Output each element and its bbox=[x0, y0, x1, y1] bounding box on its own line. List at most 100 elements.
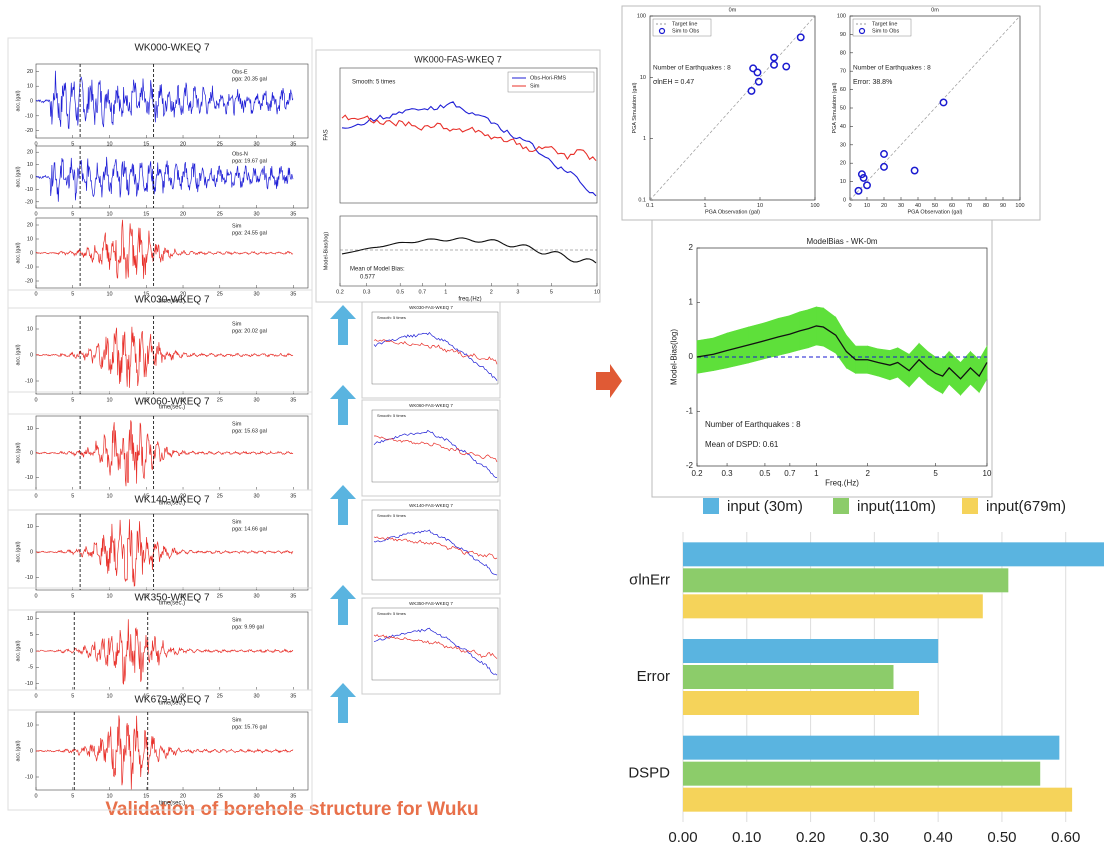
bias-value: 0.577 bbox=[360, 275, 376, 281]
x-tick-label: 35 bbox=[290, 291, 296, 297]
y-axis-label: acc.(gal) bbox=[15, 344, 21, 365]
y-tick-label: 10 bbox=[640, 75, 646, 81]
category-label: DSPD bbox=[628, 765, 670, 782]
waveform-panel bbox=[7, 391, 313, 511]
panel-title: WK000-WKEQ 7 bbox=[134, 43, 209, 54]
fas-curve bbox=[373, 435, 498, 463]
x-tick-label: 25 bbox=[217, 211, 223, 217]
x-tick-label: 5 bbox=[71, 141, 74, 147]
x-tick-label: 2 bbox=[490, 289, 493, 295]
x-axis-label: time(sec.) bbox=[159, 701, 185, 707]
chart-note: σlnEH = 0.47 bbox=[653, 79, 694, 86]
x-tick-label: 5 bbox=[71, 211, 74, 217]
y-tick-label: 0 bbox=[30, 98, 33, 104]
y-tick-label: 20 bbox=[840, 161, 846, 167]
chart-note: Number of Earthquakes : 8 bbox=[853, 65, 931, 72]
trace-label: Obs-E bbox=[232, 69, 248, 75]
y-tick-label: 90 bbox=[840, 32, 846, 38]
y-tick-label: 0 bbox=[843, 197, 846, 203]
x-tick-label: 30 bbox=[253, 793, 259, 799]
legend-label: Sim to Obs bbox=[672, 28, 699, 34]
x-axis-label: time(sec.) bbox=[159, 405, 185, 411]
x-tick-label: 5 bbox=[71, 397, 74, 403]
fas-curve bbox=[373, 529, 498, 576]
trace-label: Sim bbox=[232, 421, 242, 427]
x-tick-label: 10 bbox=[106, 397, 112, 403]
y-tick-label: 70 bbox=[840, 69, 846, 75]
waveform-trace bbox=[35, 156, 294, 202]
x-tick-label: 0 bbox=[34, 141, 37, 147]
point bbox=[910, 166, 919, 175]
legend-label: Target line bbox=[872, 21, 897, 27]
y-tick-label: 40 bbox=[840, 124, 846, 130]
point bbox=[754, 77, 763, 86]
point bbox=[880, 150, 888, 158]
panel-title: WK030-WKEQ 7 bbox=[134, 295, 209, 306]
y-tick-label: -1 bbox=[686, 407, 694, 416]
legend-label: Target line bbox=[672, 21, 697, 27]
x-tick-label: 15 bbox=[143, 141, 149, 147]
bar bbox=[683, 787, 1073, 812]
y-tick-label: 0 bbox=[30, 549, 33, 555]
legend-swatch bbox=[962, 498, 978, 514]
legend-swatch bbox=[703, 498, 719, 514]
x-tick-label: 15 bbox=[143, 693, 149, 699]
x-tick-label: 5 bbox=[933, 469, 938, 478]
x-tick-label: 15 bbox=[143, 793, 149, 799]
small-fas-smooth: Smooth: 5 times bbox=[377, 413, 406, 418]
y-tick-label: 30 bbox=[840, 142, 846, 148]
y-tick-label: 0 bbox=[30, 748, 33, 754]
fas-curve bbox=[373, 536, 498, 560]
point bbox=[939, 98, 948, 107]
trace-pga: pga: 14.66 gal bbox=[232, 526, 267, 532]
x-tick-label: 0.30 bbox=[860, 829, 889, 846]
y-tick-label: -10 bbox=[25, 264, 33, 270]
y-axis-label: acc.(gal) bbox=[15, 640, 21, 661]
x-tick-label: 10 bbox=[106, 593, 112, 599]
point bbox=[749, 64, 758, 73]
x-tick-label: 10 bbox=[864, 203, 870, 209]
bar bbox=[683, 639, 939, 663]
point bbox=[796, 33, 805, 42]
x-tick-label: 0 bbox=[34, 397, 37, 403]
y-axis-label: PGA Simulation (gal) bbox=[632, 82, 638, 133]
right-arrow bbox=[596, 364, 622, 398]
x-tick-label: 10 bbox=[106, 693, 112, 699]
target-line bbox=[649, 15, 816, 201]
plot-frame bbox=[649, 15, 816, 201]
x-tick-label: 2 bbox=[865, 469, 870, 478]
bar bbox=[683, 594, 983, 619]
y-tick-label: 10 bbox=[27, 722, 33, 728]
x-tick-label: 0.50 bbox=[987, 829, 1016, 846]
x-tick-label: 1 bbox=[444, 289, 447, 295]
x-tick-label: 60 bbox=[949, 203, 955, 209]
small-fas-panel bbox=[361, 499, 501, 595]
y-tick-label: 10 bbox=[27, 84, 33, 90]
y-tick-label: -20 bbox=[25, 278, 33, 284]
x-axis-label: time(sec.) bbox=[159, 601, 185, 607]
waveform-trace bbox=[35, 219, 294, 279]
y-tick-label: -10 bbox=[25, 378, 33, 384]
bar bbox=[683, 542, 1104, 567]
fas-curve bbox=[373, 429, 498, 478]
x-tick-label: 15 bbox=[143, 291, 149, 297]
fas-legend-box bbox=[507, 71, 595, 93]
waveform-trace bbox=[35, 519, 294, 587]
x-tick-label: 10 bbox=[106, 141, 112, 147]
y-tick-label: 10 bbox=[840, 179, 846, 185]
y-tick-label: 0 bbox=[30, 648, 33, 654]
fas-curve bbox=[373, 627, 498, 676]
waveform-trace bbox=[35, 326, 294, 388]
x-tick-label: 5 bbox=[71, 291, 74, 297]
x-tick-label: 50 bbox=[932, 203, 938, 209]
y-tick-label: 100 bbox=[637, 13, 646, 19]
x-tick-label: 20 bbox=[180, 593, 186, 599]
fas-curve bbox=[373, 331, 498, 381]
chart-note: Error: 38.8% bbox=[853, 79, 892, 86]
x-tick-label: 100 bbox=[810, 203, 819, 209]
trace-label: Sim bbox=[232, 519, 242, 525]
x-tick-label: 3 bbox=[516, 289, 519, 295]
legend-label: Obs-Hori-RMS bbox=[530, 75, 566, 81]
point bbox=[747, 86, 756, 95]
y-tick-label: 100 bbox=[837, 13, 846, 19]
